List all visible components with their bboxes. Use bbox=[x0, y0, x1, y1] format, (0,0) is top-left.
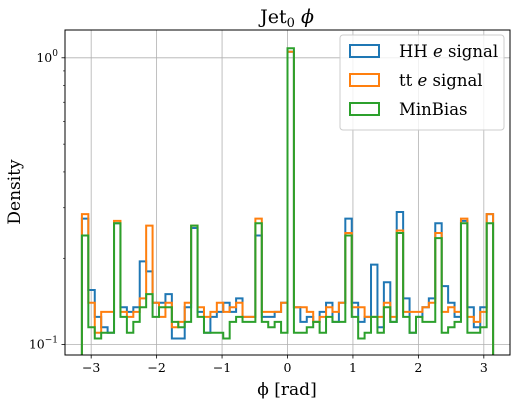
y-axis-label: Density bbox=[5, 159, 25, 225]
chart-title: Jet0 ϕ bbox=[258, 6, 314, 31]
series-step-2 bbox=[80, 47, 495, 355]
legend-label: tt e signal bbox=[399, 71, 483, 90]
y-tick-label: 100 bbox=[36, 49, 58, 65]
chart-title-subscript: 0 bbox=[287, 16, 295, 31]
chart-title-symbol: ϕ bbox=[301, 6, 314, 28]
x-tick-label: −3 bbox=[82, 360, 100, 375]
x-tick-label: −1 bbox=[213, 360, 231, 375]
x-tick-label: 1 bbox=[349, 360, 357, 375]
x-axis-label: ϕ [rad] bbox=[257, 380, 316, 400]
y-axis: 10−1 100 bbox=[29, 49, 65, 352]
legend-label: MinBias bbox=[399, 100, 468, 119]
x-axis: −3 −2 −1 0 1 2 3 bbox=[82, 355, 488, 375]
x-tick-label: 2 bbox=[414, 360, 422, 375]
x-tick-label: 3 bbox=[480, 360, 488, 375]
series-step-1 bbox=[80, 50, 495, 355]
legend: HH e signal tt e signal MinBias bbox=[339, 34, 505, 131]
legend-swatch bbox=[349, 44, 380, 58]
legend-frame bbox=[339, 34, 505, 131]
legend-label: HH e signal bbox=[399, 42, 498, 61]
legend-swatch bbox=[349, 102, 380, 116]
series-layer bbox=[80, 47, 495, 355]
x-tick-label: 0 bbox=[284, 360, 292, 375]
x-tick-label: −2 bbox=[147, 360, 165, 375]
legend-swatch bbox=[349, 73, 380, 87]
y-tick-label: 10−1 bbox=[29, 336, 58, 352]
